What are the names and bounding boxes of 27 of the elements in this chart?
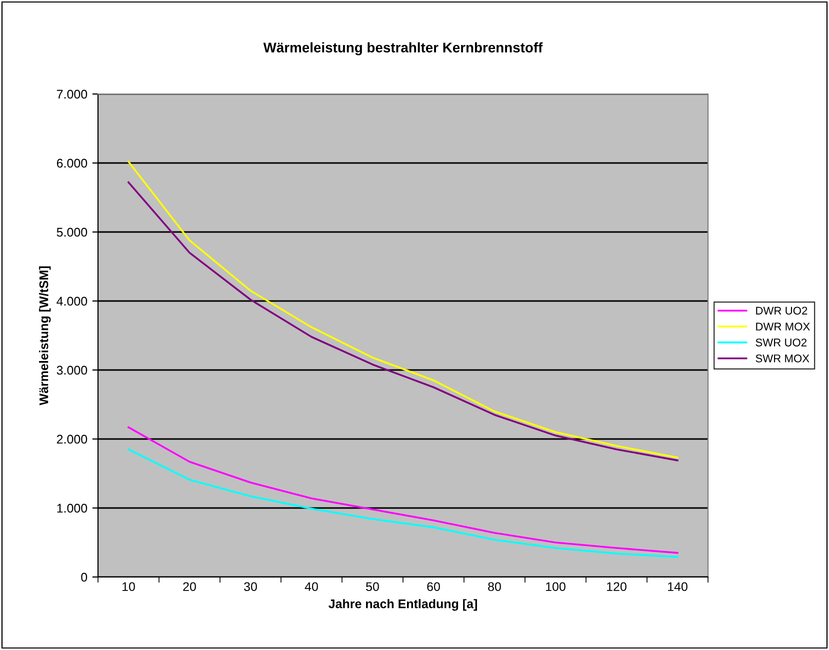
y-axis-title: Wärmeleistung [W/tSM] xyxy=(39,266,51,406)
x-tick-label: 20 xyxy=(183,582,196,592)
x-tick-label: 140 xyxy=(668,582,688,592)
x-tick-label: 100 xyxy=(546,582,566,592)
legend-label: DWR MOX xyxy=(756,322,810,331)
y-tick-label: 3.000 xyxy=(56,366,88,375)
x-tick-label: 40 xyxy=(304,582,318,592)
legend-label: DWR UO2 xyxy=(756,306,808,315)
x-tick-label: 30 xyxy=(244,582,257,592)
x-tick-label: 80 xyxy=(488,582,501,592)
line-series xyxy=(128,426,678,554)
legend-label: SWR MOX xyxy=(756,354,810,362)
x-tick-label: 10 xyxy=(122,582,135,592)
y-tick-label: 4.000 xyxy=(56,296,88,306)
x-axis-title: Jahre nach Entladung [a] xyxy=(328,599,477,611)
x-tick-label: 120 xyxy=(607,582,626,592)
line-series xyxy=(128,448,678,558)
chart-title: Wärmeleistung bestrahlter Kernbrennstoff xyxy=(263,42,543,56)
y-tick-label: 1.000 xyxy=(57,504,88,513)
y-tick-label: 6.000 xyxy=(56,158,88,168)
x-tick-label: 60 xyxy=(427,582,440,592)
y-tick-label: 7.000 xyxy=(56,90,88,99)
y-tick-label: 2.000 xyxy=(56,434,88,444)
y-tick-label: 5.000 xyxy=(56,228,88,237)
legend-label: SWR UO2 xyxy=(756,338,807,346)
x-tick-label: 50 xyxy=(366,582,379,592)
y-tick-label: 0 xyxy=(81,572,88,582)
